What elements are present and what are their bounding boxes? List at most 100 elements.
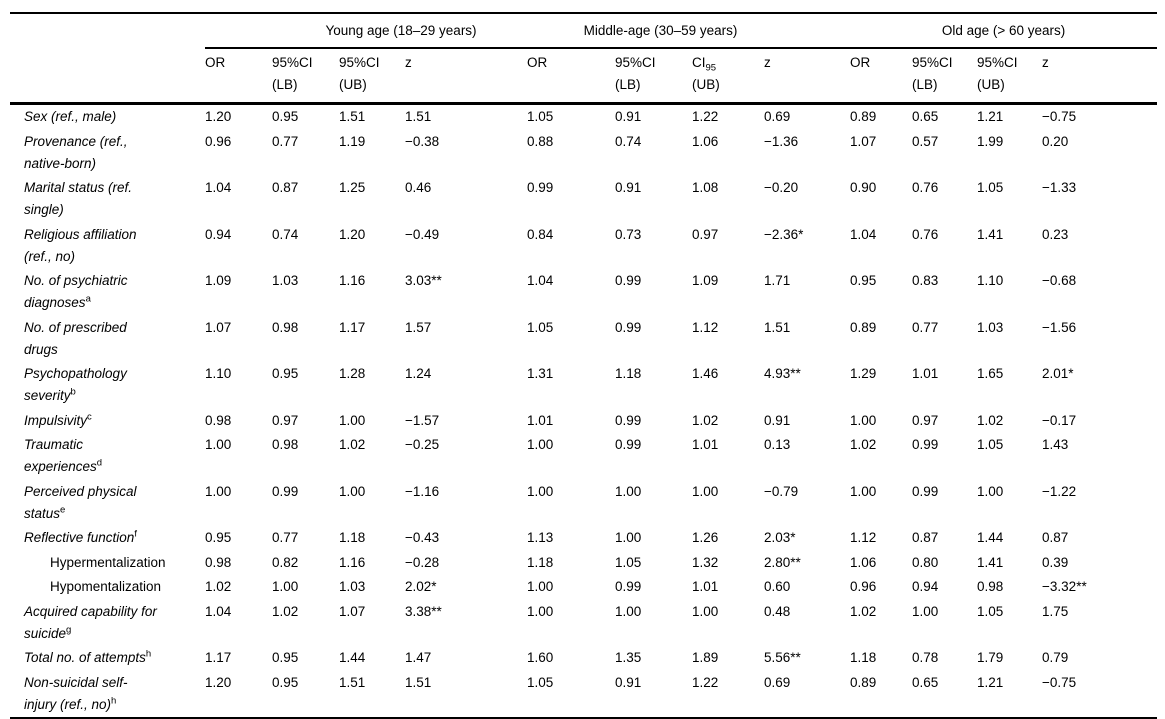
value-cell: 1.24 xyxy=(405,366,432,381)
value-cell: 1.41 xyxy=(977,554,1004,570)
value-cell: −3.32** xyxy=(1042,579,1087,594)
value-cell: 1.18 xyxy=(850,650,877,665)
value-cell: 1.02 xyxy=(850,437,877,452)
row-label: Traumatic experiencesd xyxy=(24,437,103,474)
value-cell: 0.87 xyxy=(272,180,299,195)
value-cell: 1.99 xyxy=(977,133,1004,149)
value-cell: 1.75 xyxy=(1042,603,1069,619)
value-cell: 0.79 xyxy=(1042,650,1069,665)
table-body: Sex (ref., male) 1.20 0.95 1.51 1.51 1.05 0.91… xyxy=(10,104,1157,719)
value-cell: 0.65 xyxy=(912,109,939,124)
value-cell: 1.51 xyxy=(764,319,791,335)
value-cell: 1.01 xyxy=(527,412,554,428)
value-cell: 1.06 xyxy=(692,133,719,149)
table-row: Hypermentalization 0.98 0.82 1.16 −0.28 1.18 1… xyxy=(10,551,1157,576)
value-cell: 1.17 xyxy=(339,319,366,335)
col-header-ci-ub-young: 95%CI (UB) xyxy=(339,48,405,105)
value-cell: 0.48 xyxy=(764,603,791,619)
value-cell: 1.02 xyxy=(205,579,232,594)
value-cell: 0.76 xyxy=(912,180,939,195)
value-cell: 0.77 xyxy=(272,133,299,149)
value-cell: 0.98 xyxy=(272,437,299,452)
value-cell: 0.90 xyxy=(850,180,877,195)
value-cell: 0.20 xyxy=(1042,133,1069,149)
value-cell: −0.20 xyxy=(764,180,799,195)
value-cell: 1.51 xyxy=(339,674,366,690)
value-cell: 1.00 xyxy=(527,603,554,619)
value-cell: 1.08 xyxy=(692,180,719,195)
value-cell: 1.00 xyxy=(205,437,232,452)
value-cell: 1.20 xyxy=(205,674,232,690)
table-row: Hypomentalization 1.02 1.00 1.03 2.02* 1.00 0.… xyxy=(10,575,1157,600)
col-header-or-middle: OR xyxy=(527,48,615,105)
value-cell: −0.75 xyxy=(1042,109,1077,124)
value-cell: 0.96 xyxy=(850,579,877,594)
value-cell: 1.47 xyxy=(405,650,432,665)
value-cell: 0.97 xyxy=(912,412,939,428)
value-cell: 1.04 xyxy=(205,603,232,619)
footnote-marker: g xyxy=(66,624,72,635)
table-row: Reflective functionf 0.95 0.77 1.18 −0.43 1.1… xyxy=(10,526,1157,551)
value-cell: 1.79 xyxy=(977,650,1004,665)
value-cell: 1.21 xyxy=(977,109,1004,124)
table-row: Psychopathology severityb 1.10 0.95 1.28 1.24… xyxy=(10,362,1157,409)
value-cell: −1.16 xyxy=(405,483,440,499)
value-cell: 0.13 xyxy=(764,437,791,452)
value-cell: −1.56 xyxy=(1042,319,1077,335)
value-cell: 0.98 xyxy=(205,554,232,570)
value-cell: 1.35 xyxy=(615,650,642,665)
value-cell: 1.07 xyxy=(850,133,877,149)
value-cell: 0.74 xyxy=(615,133,642,149)
value-cell: 0.88 xyxy=(527,133,554,149)
value-cell: −1.22 xyxy=(1042,483,1077,499)
value-cell: 0.60 xyxy=(764,579,791,594)
ci95-subscript: 95 xyxy=(705,62,717,74)
value-cell: −0.49 xyxy=(405,226,440,242)
value-cell: −0.79 xyxy=(764,483,799,499)
value-cell: 0.80 xyxy=(912,554,939,570)
value-cell: 0.39 xyxy=(1042,554,1069,570)
value-cell: 0.95 xyxy=(850,273,877,288)
value-cell: 1.51 xyxy=(405,674,432,690)
row-label: Reflective functionf xyxy=(24,528,137,545)
value-cell: 0.57 xyxy=(912,133,939,149)
value-cell: 0.89 xyxy=(850,109,877,124)
value-cell: 0.95 xyxy=(272,109,299,124)
value-cell: 0.95 xyxy=(272,650,299,665)
table-row: No. of psychiatric diagnosesa 1.09 1.03 1.16… xyxy=(10,269,1157,316)
table-row: Traumatic experiencesd 1.00 0.98 1.02 −0.25 1.… xyxy=(10,433,1157,480)
col-header-ci-lb-old: 95%CI (LB) xyxy=(912,48,978,105)
value-cell: 1.00 xyxy=(850,483,877,499)
footnote-marker: a xyxy=(85,293,91,305)
value-cell: −1.33 xyxy=(1042,180,1077,195)
value-cell: 1.44 xyxy=(339,650,366,665)
value-cell: 1.44 xyxy=(977,530,1004,545)
value-cell: 3.03** xyxy=(405,273,442,288)
value-cell: −0.17 xyxy=(1042,412,1077,428)
table-row: Non-suicidal self-injury (ref., no)h 1.20… xyxy=(10,671,1157,719)
value-cell: 1.00 xyxy=(339,483,366,499)
value-cell: 0.82 xyxy=(272,554,299,570)
value-cell: 1.89 xyxy=(692,650,719,665)
row-label: Provenance (ref., native-born) xyxy=(24,133,128,171)
value-cell: 1.00 xyxy=(615,483,642,499)
footnote-marker: f xyxy=(134,528,137,540)
footnote-marker: d xyxy=(96,457,103,469)
value-cell: 1.17 xyxy=(205,650,232,665)
value-cell: 1.06 xyxy=(850,554,877,570)
row-label: Acquired capability for suicideg xyxy=(24,603,157,641)
value-cell: 0.78 xyxy=(912,650,939,665)
value-cell: 1.05 xyxy=(527,109,554,124)
value-cell: 0.91 xyxy=(615,109,642,124)
value-cell: 0.99 xyxy=(615,319,642,335)
value-cell: 1.04 xyxy=(527,273,554,288)
row-label: Impulsivityc xyxy=(24,411,92,428)
value-cell: 0.99 xyxy=(615,273,642,288)
table-row: Marital status (ref. single) 1.04 0.87 1.25 0… xyxy=(10,176,1157,223)
value-cell: 0.84 xyxy=(527,226,554,242)
value-cell: −1.57 xyxy=(405,412,440,428)
value-cell: 0.99 xyxy=(615,579,642,594)
value-cell: 1.02 xyxy=(272,603,299,619)
value-cell: 1.41 xyxy=(977,226,1004,242)
value-cell: 1.04 xyxy=(205,180,232,195)
